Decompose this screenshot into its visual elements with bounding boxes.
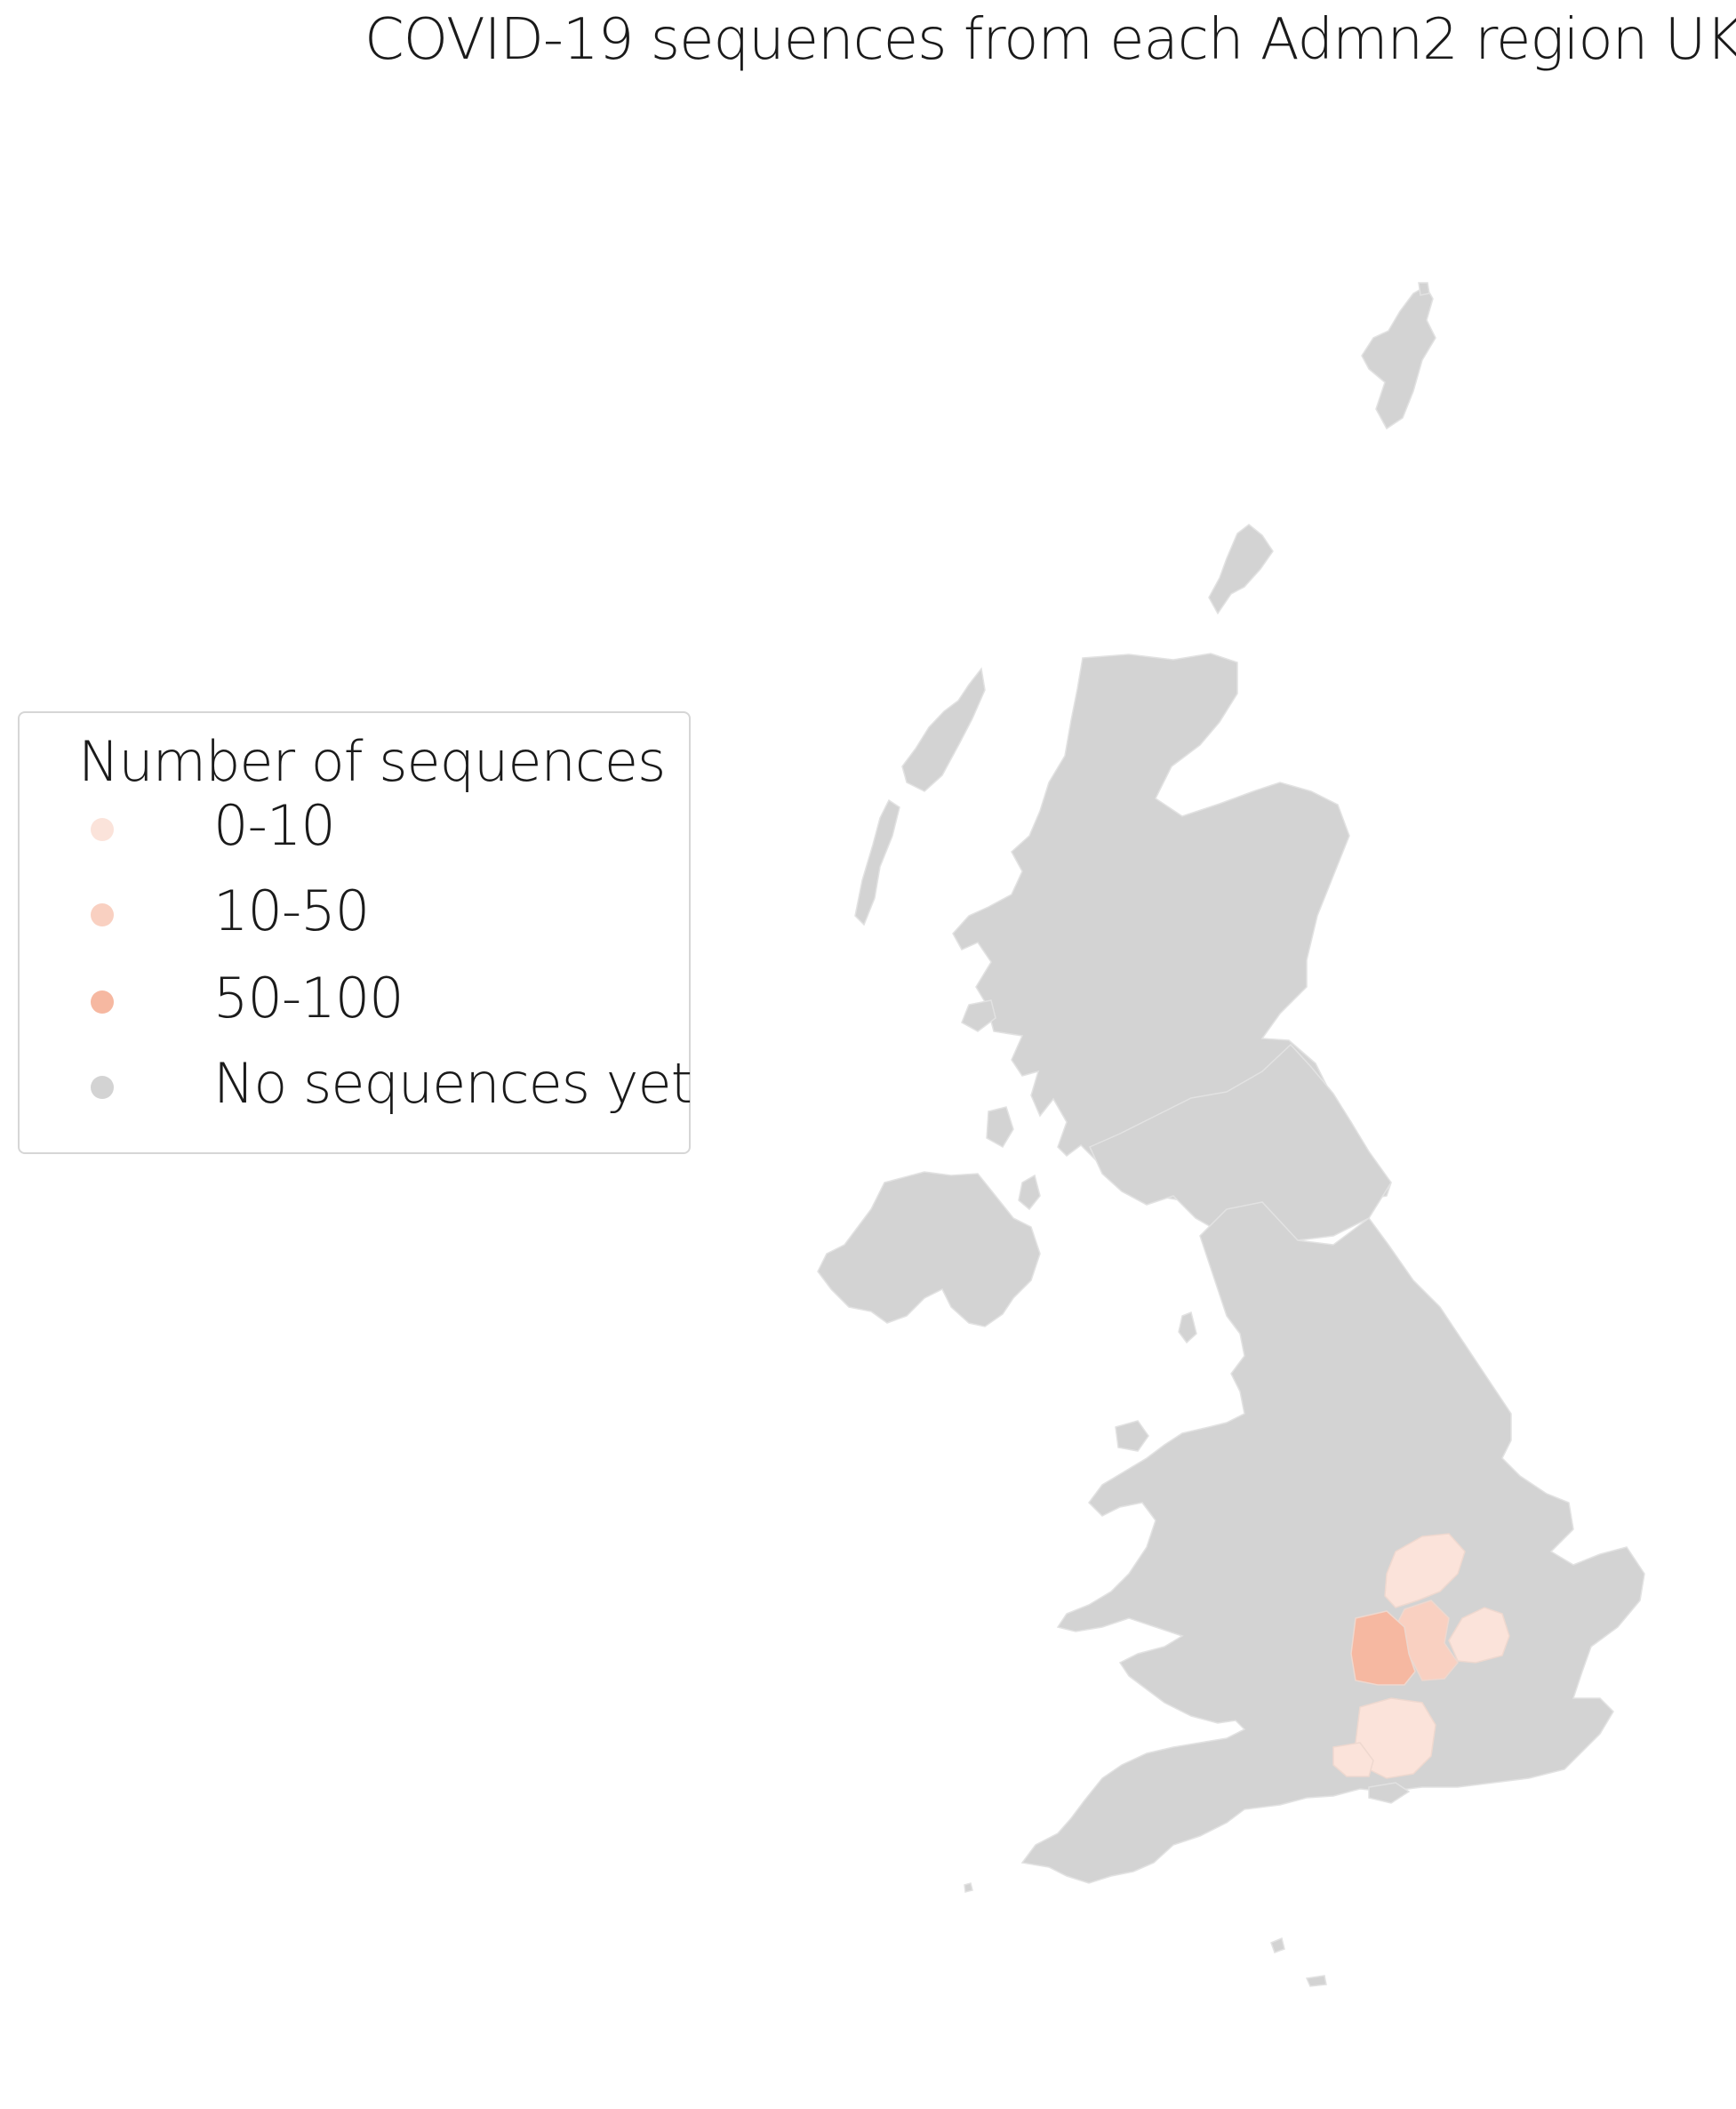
region-shetland: [1361, 285, 1436, 430]
legend-label: 10-50: [213, 878, 370, 943]
legend-title: Number of sequences: [78, 729, 666, 794]
region-anglesey: [1115, 1420, 1149, 1452]
region-western-isles: [901, 667, 986, 792]
region-guernsey: [1270, 1937, 1285, 1953]
legend-item-0-10: 0-10: [20, 793, 689, 873]
legend-label: 50-100: [213, 966, 404, 1030]
legend-item-no-sequences: No sequences yet: [20, 1051, 692, 1131]
region-mull: [961, 999, 996, 1032]
legend-item-50-100: 50-100: [20, 966, 689, 1046]
region-scilly: [964, 1882, 973, 1893]
legend-swatch: [91, 903, 114, 926]
region-bin-0-10-southwest: [1332, 1742, 1374, 1777]
legend: Number of sequences 0-10 10-50 50-100 No…: [18, 711, 692, 1154]
legend-swatch: [91, 1076, 114, 1099]
region-isle-of-wight: [1368, 1782, 1411, 1804]
region-shetland-north: [1418, 282, 1430, 296]
region-islay: [986, 1106, 1014, 1149]
region-bin-0-10-north: [1384, 1533, 1466, 1608]
legend-item-10-50: 10-50: [20, 878, 689, 958]
region-arran: [1018, 1174, 1041, 1211]
legend-swatch: [91, 990, 114, 1014]
region-northern-ireland: [817, 1171, 1041, 1327]
region-bin-0-10-east: [1448, 1607, 1510, 1664]
region-orkney: [1208, 524, 1274, 615]
map-title: COVID-19 sequences from each Admn2 regio…: [364, 7, 1736, 73]
region-western-isles-south: [854, 798, 900, 926]
region-jersey: [1305, 1975, 1327, 1987]
legend-label: No sequences yet: [213, 1051, 692, 1116]
legend-swatch: [91, 818, 114, 841]
region-england-wales: [1020, 1201, 1645, 1884]
region-south-scotland: [1088, 1043, 1392, 1241]
region-bin-50-100: [1350, 1610, 1416, 1686]
region-isle-of-man: [1178, 1311, 1197, 1344]
legend-label: 0-10: [213, 793, 336, 858]
